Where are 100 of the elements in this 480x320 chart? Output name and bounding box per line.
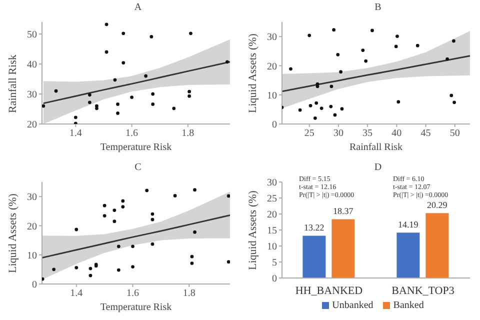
point [289,67,292,71]
point [226,260,230,264]
point [394,44,398,48]
point [144,74,148,78]
point [189,32,192,36]
y-tick-label: 50 [27,30,37,41]
y-tick-label: 20 [27,221,37,232]
point [88,266,92,270]
point [316,84,320,88]
point [396,100,400,104]
point [102,214,106,218]
point [95,106,98,110]
bar [332,219,355,278]
point [151,102,155,106]
x-tick-label: 40 [392,128,402,140]
point [226,194,230,198]
y-tick-label: 0 [272,274,277,285]
point [339,70,342,74]
point [452,39,456,43]
bar [396,232,420,278]
bar [302,236,326,278]
point [450,94,454,98]
y-tick-label: 0 [32,280,37,291]
point [333,113,337,117]
point [370,28,374,32]
point [116,244,120,248]
x-tick-label: 30 [333,128,344,140]
y-tick-label: 10 [267,242,277,253]
x-tick-label: 1.4 [69,128,82,140]
point [336,52,340,56]
point [313,116,317,120]
point [104,22,108,26]
point [122,32,126,36]
y-tick-label: 20 [267,61,277,72]
x-tick-label: 1.4 [70,288,83,300]
point [131,265,134,268]
bar [426,213,449,278]
point [131,244,134,248]
x-tick-label: BANK_TOP3 [392,284,455,297]
data-label: 13.22 [304,222,324,233]
point [102,204,106,208]
y-tick-label: 10 [267,90,277,102]
point [88,274,92,278]
legend-label: Unbanked [332,300,374,311]
x-tick-label: 1.6 [126,128,138,140]
point [112,220,116,224]
x-tick-label: 25 [304,128,314,140]
y-tick-label: 30 [267,32,277,44]
x-axis-title: Temperature Risk [100,302,172,313]
y-axis-title: Liquid Assets (%) [6,193,19,273]
y-tick-label: 25 [267,194,277,205]
x-tick-label: 1.8 [182,128,194,140]
point [74,228,78,232]
line-series [42,214,230,259]
legend-label: Banked [393,300,424,311]
chart-title: C [134,161,142,175]
point [188,90,192,94]
point [52,268,56,272]
y-tick-label: 20 [267,210,277,221]
point [116,268,120,272]
point [113,78,117,82]
point [190,262,194,265]
point [308,104,312,108]
point [121,205,125,208]
point [116,112,120,115]
y-axis-title: Liquid Assets (%) [246,33,259,113]
point [74,116,78,120]
point [330,84,334,88]
x-tick-label: 1.6 [126,288,140,300]
x-axis-title: Temperature Risk [100,142,172,153]
point [298,108,302,112]
x-tick-label: 35 [362,128,373,140]
data-label: 20.29 [427,200,448,210]
point [308,34,312,38]
y-axis-title: Rainfall Risk [6,54,19,113]
point [42,104,46,108]
point [74,266,78,270]
point [122,61,126,64]
point [314,101,318,105]
point [364,59,368,63]
point [193,230,196,234]
point [172,106,176,110]
point [452,100,456,104]
point [88,100,92,104]
y-tick-label: 30 [27,192,37,204]
point [112,208,116,212]
point [121,199,125,203]
point [116,102,120,106]
point [226,60,229,64]
point [150,35,154,38]
point [193,188,196,192]
x-tick-label: 45 [420,128,431,140]
point [130,96,134,99]
y-axis-title: Liquid Assets (%) [246,190,259,270]
point [150,218,154,222]
y-tick-label: 0 [272,120,277,131]
point [332,28,336,32]
point [88,93,92,97]
point [151,92,155,96]
point [104,50,108,54]
